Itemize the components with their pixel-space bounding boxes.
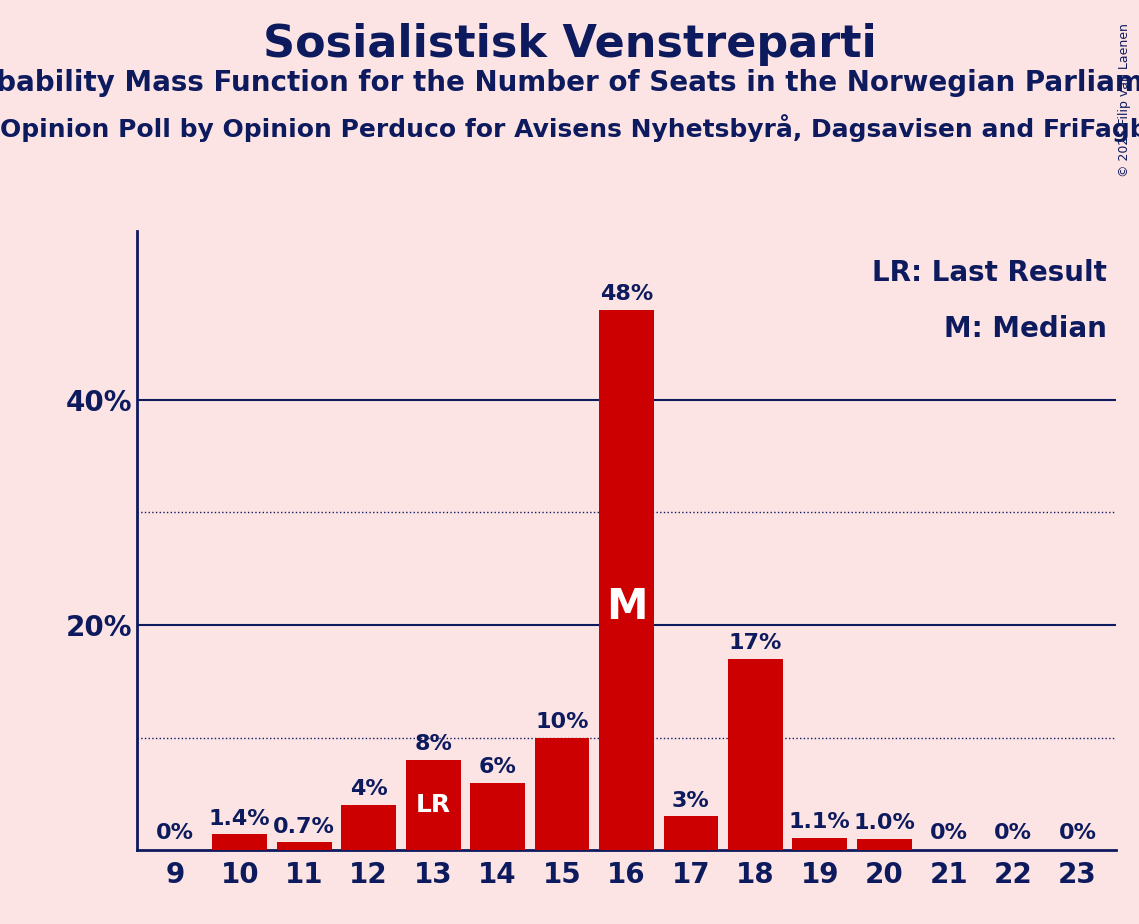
Text: 0%: 0%: [1058, 823, 1097, 844]
Text: © 2025 Filip van Laenen: © 2025 Filip van Laenen: [1118, 23, 1131, 177]
Bar: [470, 783, 525, 850]
Bar: [534, 737, 589, 850]
Bar: [857, 839, 911, 850]
Text: 0%: 0%: [156, 823, 195, 844]
Text: M: Median: M: Median: [943, 314, 1106, 343]
Bar: [405, 760, 460, 850]
Text: LR: LR: [416, 793, 451, 817]
Text: 6%: 6%: [478, 757, 516, 777]
Text: Opinion Poll by Opinion Perduco for Avisens Nyhetsbyrå, Dagsavisen and FriFagbev: Opinion Poll by Opinion Perduco for Avis…: [0, 114, 1139, 141]
Bar: [793, 838, 847, 850]
Bar: [277, 842, 331, 850]
Text: 0%: 0%: [929, 823, 968, 844]
Text: 1.4%: 1.4%: [208, 808, 271, 829]
Bar: [342, 805, 396, 850]
Text: 0.7%: 0.7%: [273, 817, 335, 836]
Text: 17%: 17%: [729, 633, 782, 653]
Text: Sosialistisk Venstreparti: Sosialistisk Venstreparti: [263, 23, 876, 67]
Text: M: M: [606, 586, 647, 628]
Text: 1.1%: 1.1%: [789, 812, 851, 833]
Text: 10%: 10%: [535, 711, 589, 732]
Bar: [728, 659, 782, 850]
Text: 3%: 3%: [672, 791, 710, 810]
Text: 1.0%: 1.0%: [853, 813, 915, 833]
Text: 48%: 48%: [600, 285, 653, 304]
Bar: [599, 310, 654, 850]
Text: LR: Last Result: LR: Last Result: [871, 259, 1106, 286]
Text: 8%: 8%: [415, 735, 452, 754]
Text: 4%: 4%: [350, 780, 387, 799]
Text: 0%: 0%: [994, 823, 1032, 844]
Bar: [664, 816, 719, 850]
Text: Probability Mass Function for the Number of Seats in the Norwegian Parliament: Probability Mass Function for the Number…: [0, 69, 1139, 97]
Bar: [212, 834, 268, 850]
